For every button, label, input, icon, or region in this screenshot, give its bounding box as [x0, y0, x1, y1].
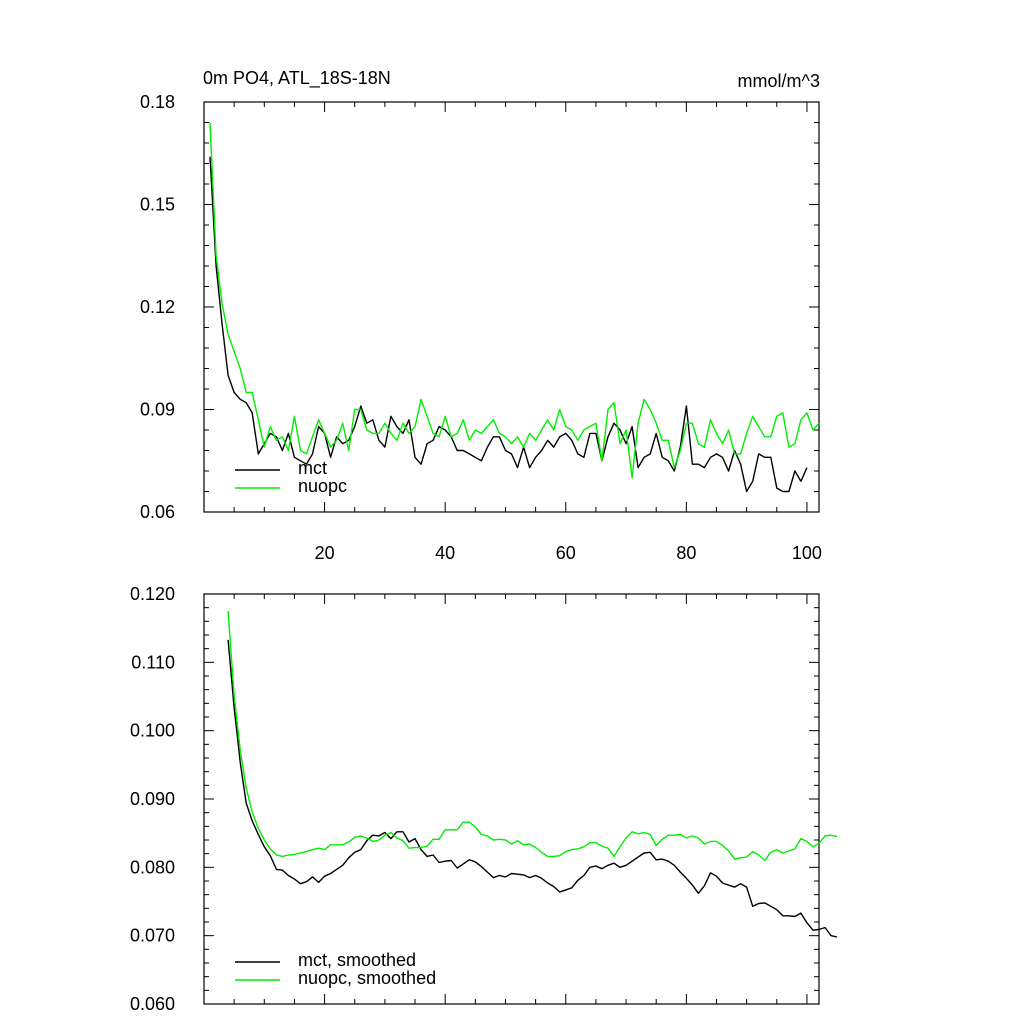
- y-tick-label: 0.09: [140, 400, 175, 420]
- series-line-mct-smoothed: [227, 639, 838, 938]
- bottom-panel: 0.060 0.070 0.080 0.090 0.100 0.110 0.120 mct, …: [130, 584, 838, 1014]
- y-tick-label: 0.110: [131, 652, 175, 672]
- x-tick-label: 40: [435, 543, 455, 563]
- plot-frame: [203, 101, 820, 513]
- x-tick-label: 80: [676, 543, 696, 563]
- y-tick-label: 0.070: [130, 926, 175, 946]
- y-tick-label: 0.18: [140, 92, 175, 112]
- series-line-nuopc: [209, 122, 820, 479]
- legend-label: mct, smoothed: [298, 950, 416, 970]
- series-line-nuopc-smoothed: [227, 611, 838, 862]
- x-tick-label: 100: [792, 543, 822, 563]
- legend-label: nuopc, smoothed: [298, 968, 436, 988]
- top-chart-title: 0m PO4, ATL_18S-18N: [203, 68, 391, 89]
- series-line-mct: [209, 156, 808, 493]
- x-tick-label: 60: [556, 543, 576, 563]
- legend-label: mct: [298, 458, 327, 478]
- plot-frame: [203, 593, 820, 1005]
- legend-label: nuopc: [298, 476, 347, 496]
- y-tick-label: 0.120: [130, 584, 175, 604]
- y-tick-label: 0.090: [130, 789, 175, 809]
- y-tick-label: 0.12: [140, 297, 175, 317]
- y-tick-label: 0.080: [130, 857, 175, 877]
- y-tick-label: 0.060: [130, 994, 175, 1014]
- y-tick-label: 0.06: [140, 502, 175, 522]
- y-tick-label: 0.15: [140, 195, 175, 215]
- x-tick-label: 20: [315, 543, 335, 563]
- y-tick-label: 0.100: [130, 721, 175, 741]
- top-chart-units: mmol/m^3: [738, 71, 820, 91]
